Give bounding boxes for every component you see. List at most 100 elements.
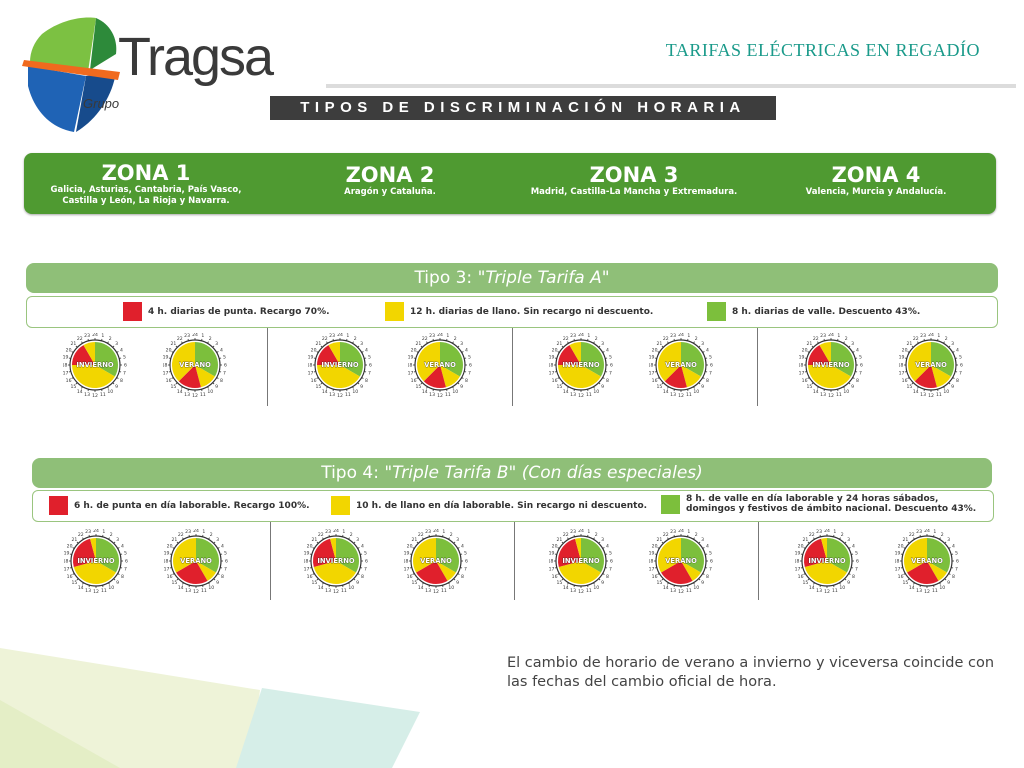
svg-text:23: 23	[816, 529, 822, 535]
svg-text:3: 3	[601, 341, 604, 347]
footer-note: El cambio de horario de verano a inviern…	[507, 655, 995, 690]
svg-text:6: 6	[465, 559, 468, 565]
svg-text:3: 3	[851, 341, 854, 347]
svg-text:3: 3	[951, 341, 954, 347]
svg-text:21: 21	[657, 341, 663, 347]
svg-text:20: 20	[166, 347, 172, 353]
svg-text:23: 23	[429, 333, 435, 339]
svg-text:8: 8	[220, 378, 223, 384]
svg-text:1: 1	[587, 333, 590, 339]
svg-text:19: 19	[895, 551, 901, 557]
svg-text:17: 17	[404, 566, 410, 572]
zone-title: ZONA 1	[101, 161, 191, 185]
svg-text:10: 10	[693, 585, 699, 591]
svg-text:17: 17	[899, 370, 905, 376]
season-label: VERANO	[420, 557, 452, 565]
svg-text:5: 5	[223, 355, 226, 361]
svg-text:14: 14	[563, 585, 569, 591]
swatch-llano	[385, 302, 404, 321]
svg-text:10: 10	[939, 585, 945, 591]
svg-text:15: 15	[412, 580, 418, 586]
svg-text:21: 21	[416, 341, 422, 347]
svg-text:4: 4	[220, 347, 223, 353]
svg-text:2: 2	[210, 532, 213, 538]
svg-text:12: 12	[193, 589, 199, 593]
svg-text:10: 10	[108, 585, 114, 591]
svg-text:23: 23	[85, 529, 91, 535]
summer-clock: 24 1234567891011121314151617181920212223V…	[649, 333, 713, 397]
legend-text: 6 h. de punta en día laborable. Recargo …	[74, 500, 310, 511]
svg-text:19: 19	[549, 355, 555, 361]
svg-text:8: 8	[606, 574, 609, 580]
svg-text:15: 15	[316, 384, 322, 390]
svg-text:16: 16	[552, 378, 558, 384]
season-label: INVIERNO	[562, 361, 600, 369]
svg-text:17: 17	[895, 566, 901, 572]
svg-text:11: 11	[836, 392, 842, 397]
summer-clock: 24 1234567891011121314151617181920212223V…	[899, 333, 963, 397]
legend-llano: 10 h. de llano en día laborable. Sin rec…	[331, 496, 647, 515]
svg-text:1: 1	[202, 529, 205, 535]
winter-clock: 24 1234567891011121314151617181920212223I…	[795, 529, 859, 593]
svg-text:13: 13	[329, 392, 335, 397]
tipo4-header: Tipo 4: "Triple Tarifa B" (Con días espe…	[32, 458, 992, 488]
svg-text:7: 7	[468, 370, 471, 376]
svg-text:5: 5	[368, 355, 371, 361]
summer-clock: 24 1234567891011121314151617181920212223V…	[164, 529, 228, 593]
brand-subtitle: Grupo	[83, 96, 120, 111]
summer-clock: 24 1234567891011121314151617181920212223V…	[163, 333, 227, 397]
svg-text:16: 16	[798, 574, 804, 580]
zone-bar: ZONA 1 Galicia, Asturias, Cantabria, Paí…	[24, 153, 996, 214]
zone-title: ZONA 3	[589, 163, 679, 187]
svg-text:11: 11	[200, 392, 206, 397]
svg-text:3: 3	[215, 341, 218, 347]
svg-text:19: 19	[649, 551, 655, 557]
svg-text:7: 7	[709, 566, 712, 572]
svg-text:12: 12	[192, 393, 198, 397]
svg-text:21: 21	[316, 341, 322, 347]
swatch-punta	[123, 302, 142, 321]
svg-text:17: 17	[649, 370, 655, 376]
svg-text:4: 4	[852, 543, 855, 549]
svg-text:17: 17	[308, 370, 314, 376]
svg-text:1: 1	[837, 333, 840, 339]
svg-text:2: 2	[841, 532, 844, 538]
svg-text:15: 15	[71, 384, 77, 390]
winter-clock: 24 1234567891011121314151617181920212223I…	[549, 529, 613, 593]
svg-text:20: 20	[652, 543, 658, 549]
zone-description: Madrid, Castilla-La Mancha y Extremadura…	[530, 187, 738, 197]
svg-text:23: 23	[329, 333, 335, 339]
svg-text:5: 5	[955, 551, 958, 557]
svg-text:1: 1	[101, 333, 104, 339]
svg-text:23: 23	[570, 333, 576, 339]
zone-divider	[270, 522, 271, 600]
svg-text:22: 22	[322, 336, 328, 342]
svg-text:4: 4	[706, 347, 709, 353]
svg-text:21: 21	[557, 537, 563, 543]
svg-text:10: 10	[593, 389, 599, 395]
svg-text:8: 8	[121, 574, 124, 580]
svg-text:18: 18	[304, 559, 308, 565]
svg-text:12: 12	[437, 393, 443, 397]
svg-text:7: 7	[709, 370, 712, 376]
svg-text:2: 2	[209, 336, 212, 342]
svg-text:2: 2	[845, 336, 848, 342]
svg-text:16: 16	[407, 574, 413, 580]
svg-text:18: 18	[404, 559, 408, 565]
svg-text:1: 1	[687, 529, 690, 535]
svg-text:6: 6	[710, 559, 713, 565]
svg-text:3: 3	[947, 537, 950, 543]
svg-text:22: 22	[813, 336, 819, 342]
svg-text:7: 7	[464, 566, 467, 572]
svg-text:18: 18	[799, 363, 803, 369]
svg-text:9: 9	[460, 384, 463, 390]
zone-title: ZONA 2	[345, 163, 435, 187]
svg-text:3: 3	[601, 537, 604, 543]
svg-text:14: 14	[78, 585, 84, 591]
svg-text:7: 7	[224, 566, 227, 572]
svg-text:18: 18	[408, 363, 412, 369]
svg-text:9: 9	[601, 580, 604, 586]
svg-text:3: 3	[116, 537, 119, 543]
svg-text:11: 11	[100, 392, 106, 397]
svg-text:6: 6	[856, 559, 859, 565]
